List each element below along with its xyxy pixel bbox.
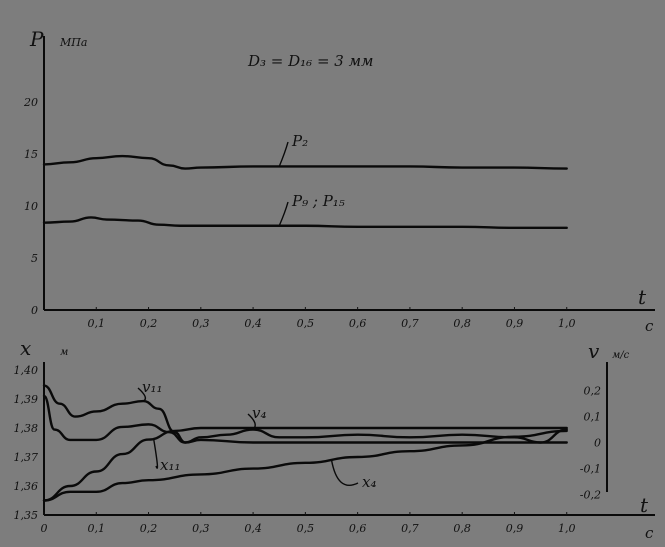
position-velocity-chart: x м v м/с t с 0 0,1 0,2 0,3 0,4 0,5 0,6 0,7 0,8 0… (14, 336, 655, 542)
top-y-unit: МПа (59, 36, 87, 49)
series-line (42, 154, 568, 170)
y-tick-label: 1,40 (14, 364, 39, 377)
x-tick-label: 0,1 (88, 522, 106, 535)
y2-tick-label: 0,2 (584, 385, 602, 398)
bottom-x-label: t (640, 493, 649, 517)
series-leader (278, 201, 289, 227)
x-tick-label: 0,2 (140, 317, 158, 330)
series-label: v₄ (252, 404, 267, 422)
x-tick-label: 0 (41, 522, 48, 535)
series-leader (137, 387, 147, 402)
x-tick-label: 0,5 (297, 522, 315, 535)
series-line (42, 216, 568, 230)
y-tick-label: 1,38 (14, 422, 39, 435)
series-line (42, 384, 568, 444)
y-tick-label: 20 (23, 96, 38, 109)
x-tick-label: 0,6 (349, 317, 367, 330)
top-ticks: 0,1 0,2 0,3 0,4 0,5 0,6 0,7 0,8 0,9 1,0 0 5 10 15 20 (23, 96, 575, 330)
series-line (42, 394, 568, 444)
y-tick-label: 1,39 (14, 393, 39, 406)
x-tick-label: 0,7 (401, 522, 419, 535)
series-line (42, 426, 568, 502)
x-tick-label: 0,8 (453, 317, 471, 330)
x-tick-label: 0,6 (349, 522, 367, 535)
series-label: x₄ (362, 473, 376, 491)
x-tick-label: 0,3 (192, 522, 210, 535)
bottom-y2-label: v (588, 339, 600, 363)
bottom-x-unit: с (645, 524, 654, 542)
top-series: P₂ P₉ ; P₁₅ (42, 132, 568, 230)
top-x-unit: с (645, 317, 654, 335)
series-leader (330, 459, 359, 487)
y-tick-label: 1,37 (14, 451, 39, 464)
x-tick-label: 1,0 (558, 522, 576, 535)
y-tick-label: 0 (31, 304, 38, 317)
y2-tick-label: -0,2 (580, 488, 601, 501)
bottom-y2-unit: м/с (612, 350, 630, 361)
bottom-y-unit: м (60, 347, 68, 358)
y-tick-label: 5 (31, 252, 38, 265)
top-y-label: P (29, 27, 44, 51)
top-x-label: t (638, 285, 647, 309)
series-leader (153, 439, 159, 469)
x-tick-label: 0,2 (140, 522, 158, 535)
bottom-y-label: x (20, 336, 31, 360)
series-line (42, 429, 568, 502)
x-tick-label: 0,1 (88, 317, 106, 330)
chart-title: D₃ = D₁₆ = 3 мм (247, 52, 374, 70)
series-label: x₁₁ (160, 456, 181, 474)
bottom-series: v₁₁ v₄ x₁₁ x₄ (42, 378, 568, 502)
series-label: P₉ ; P₁₅ (291, 192, 345, 210)
series-label: v₁₁ (142, 378, 163, 396)
x-tick-label: 1,0 (558, 317, 576, 330)
bottom-ticks: 0 0,1 0,2 0,3 0,4 0,5 0,6 0,7 0,8 0,9 1,0 1,35 1,36 1… (14, 364, 602, 535)
y2-tick-label: 0,1 (584, 411, 602, 424)
x-tick-label: 0,4 (244, 317, 262, 330)
y2-tick-label: -0,1 (580, 462, 601, 475)
y-tick-label: 1,35 (14, 509, 39, 522)
x-tick-label: 0,8 (453, 522, 471, 535)
y2-tick-label: 0 (594, 437, 601, 450)
series-leader (278, 141, 289, 167)
y-tick-label: 1,36 (14, 480, 39, 493)
x-tick-label: 0,9 (506, 317, 524, 330)
x-tick-label: 0,4 (244, 522, 262, 535)
pressure-chart: P МПа D₃ = D₁₆ = 3 мм t с 0,1 0,2 0,3 0,4 0,… (23, 27, 655, 335)
x-tick-label: 0,9 (506, 522, 524, 535)
x-tick-label: 0,7 (401, 317, 419, 330)
y-tick-label: 15 (24, 148, 38, 161)
x-tick-label: 0,3 (192, 317, 210, 330)
series-label: P₂ (291, 132, 308, 150)
x-tick-label: 0,5 (297, 317, 315, 330)
y-tick-label: 10 (24, 200, 38, 213)
